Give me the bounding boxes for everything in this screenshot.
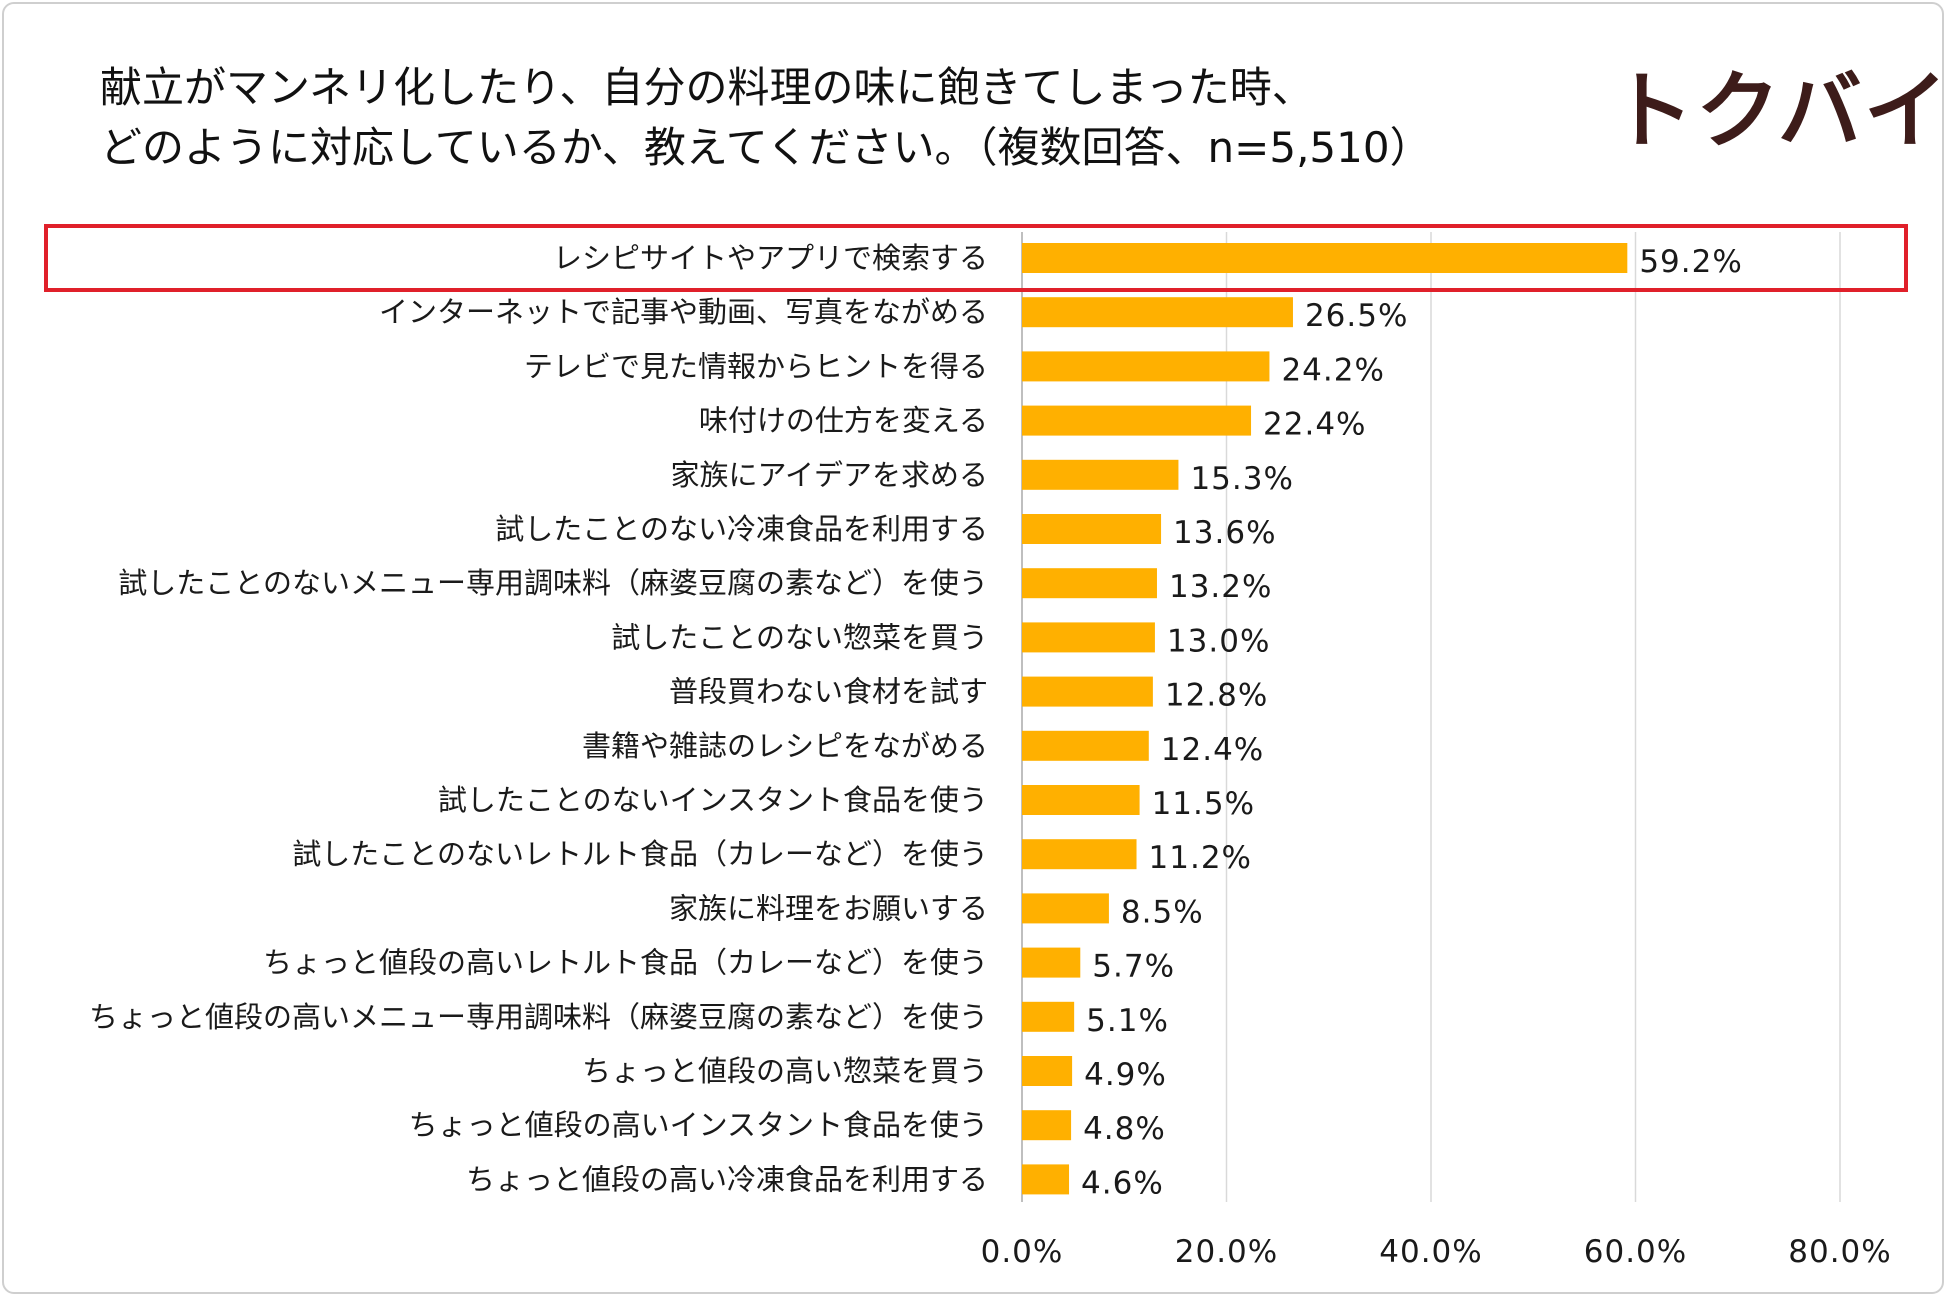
highlight-box (44, 224, 1908, 292)
bar (1022, 1001, 1075, 1032)
value-label: 5.7% (1092, 949, 1175, 985)
chart-title-line2: どのように対応しているか、教えてください。（複数回答、n=5,510） (100, 123, 1432, 172)
value-label: 13.2% (1169, 569, 1272, 605)
value-label: 12.8% (1165, 678, 1268, 714)
bar (1022, 514, 1162, 544)
chart-title: 献立がマンネリ化したり、自分の料理の味に飽きてしまった時、 どのように対応してい… (100, 58, 1432, 178)
category-label: 試したことのないレトルト食品（カレーなど）を使う (292, 837, 988, 871)
category-label: ちょっと値段の高いメニュー専用調味料（麻婆豆腐の素など）を使う (89, 1000, 988, 1034)
category-label: ちょっと値段の高いインスタント食品を使う (409, 1108, 988, 1142)
category-label: 書籍や雑誌のレシピをながめる (582, 729, 988, 763)
category-label: ちょっと値段の高い惣菜を買う (582, 1054, 988, 1088)
bar (1022, 568, 1157, 599)
value-label: 22.4% (1263, 407, 1366, 443)
bar (1022, 243, 1628, 273)
value-label: 15.3% (1190, 461, 1293, 497)
bar (1022, 405, 1252, 436)
category-label: 試したことのないメニュー専用調味料（麻婆豆腐の素など）を使う (118, 566, 988, 600)
bar (1022, 459, 1179, 490)
category-label: 味付けの仕方を変える (699, 404, 988, 438)
value-label: 26.5% (1305, 298, 1408, 334)
value-label: 4.9% (1084, 1057, 1167, 1093)
value-label: 11.2% (1149, 840, 1252, 876)
category-label: 試したことのない惣菜を買う (611, 620, 988, 654)
bar (1022, 893, 1109, 924)
category-label: ちょっと値段の高いレトルト食品（カレーなど）を使う (263, 946, 988, 980)
category-label: レシピサイトやアプリで検索する (553, 241, 988, 275)
bar (1022, 1056, 1073, 1086)
bar (1022, 730, 1149, 761)
bar (1022, 351, 1270, 382)
value-label: 59.2% (1639, 244, 1742, 280)
category-label: ちょっと値段の高い冷凍食品を利用する (466, 1162, 988, 1196)
x-tick-label: 20.0% (1175, 1234, 1278, 1270)
bar (1022, 1110, 1072, 1141)
category-label: 普段買わない食材を試す (669, 675, 988, 709)
category-label: 家族に料理をお願いする (669, 891, 988, 925)
bar (1022, 947, 1081, 978)
x-tick-label: 40.0% (1379, 1234, 1482, 1270)
bar (1022, 297, 1293, 328)
category-label: 試したことのない冷凍食品を利用する (495, 512, 988, 546)
value-label: 11.5% (1152, 786, 1255, 822)
value-label: 13.6% (1173, 515, 1276, 551)
bar (1022, 839, 1137, 870)
bar (1022, 1164, 1070, 1195)
tokubai-logo: トクバイ (1610, 62, 1950, 160)
value-label: 24.2% (1281, 352, 1384, 388)
category-label: 家族にアイデアを求める (670, 458, 988, 492)
value-label: 4.8% (1083, 1111, 1166, 1147)
x-tick-label: 80.0% (1788, 1234, 1891, 1270)
category-label: テレビで見た情報からヒントを得る (524, 349, 988, 383)
category-label: 試したことのないインスタント食品を使う (438, 783, 988, 817)
value-label: 5.1% (1086, 1003, 1169, 1039)
chart-title-line1: 献立がマンネリ化したり、自分の料理の味に飽きてしまった時、 (100, 63, 1314, 112)
value-label: 4.6% (1081, 1165, 1164, 1201)
x-tick-label: 60.0% (1584, 1234, 1687, 1270)
x-tick-label: 0.0% (981, 1234, 1064, 1270)
bar (1022, 676, 1153, 707)
value-label: 12.4% (1161, 732, 1264, 768)
bar (1022, 622, 1155, 653)
value-label: 13.0% (1167, 623, 1270, 659)
bar (1022, 785, 1140, 815)
value-label: 8.5% (1121, 894, 1204, 930)
category-label: インターネットで記事や動画、写真をながめる (379, 295, 988, 329)
